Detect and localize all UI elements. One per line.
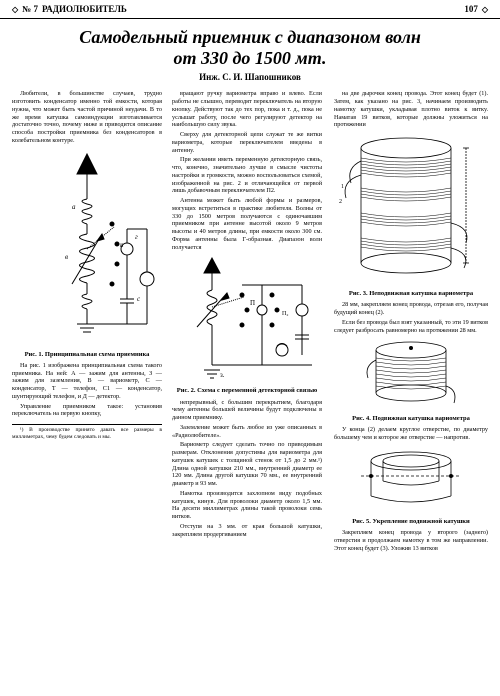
figure-1: a в п <box>12 149 162 358</box>
fig5-caption: Рис. 5. Укрепление подвижной катушки <box>334 518 488 525</box>
body-text: Любители, в большинстве случаев, трудно … <box>12 90 162 144</box>
body-text: Отступя на 3 мм. от края большой катушки… <box>172 523 322 539</box>
body-text: Заземление может быть любое из уже описа… <box>172 424 322 440</box>
body-text: Сверху для детекторной цепи служат те же… <box>172 131 322 154</box>
body-text: У конца (2) делаем круглое отверстие, по… <box>334 426 488 442</box>
diamond-icon: ◇ <box>482 5 488 14</box>
fig1-caption: Рис. 1. Принципиальная схема приемника <box>12 351 162 358</box>
column-2: вращают ручку вариометра вправо и влево.… <box>172 90 322 540</box>
magazine-name: РАДИОЛЮБИТЕЛЬ <box>42 4 127 14</box>
svg-text:П₂: П₂ <box>282 311 288 317</box>
coil-large-svg: 1 2 <box>336 133 486 288</box>
figure-2: П П₂ <box>172 255 322 394</box>
body-text: Закрепляем конец провода у второго (задн… <box>334 529 488 552</box>
diamond-icon: ◇ <box>12 5 18 14</box>
footnote: ¹) В производстве принято давать все раз… <box>12 424 162 441</box>
svg-text:П: П <box>250 299 255 307</box>
body-text: непрерывный, с большим перекрытием, благ… <box>172 399 322 422</box>
svg-text:г: г <box>135 233 138 241</box>
schematic-2-svg: П П₂ <box>172 255 322 385</box>
header-left: ◇ № 7 РАДИОЛЮБИТЕЛЬ <box>12 4 127 14</box>
svg-text:в: в <box>65 253 68 261</box>
svg-text:з.: з. <box>220 371 225 379</box>
schematic-1-svg: a в п <box>17 149 157 349</box>
svg-text:2: 2 <box>339 199 342 205</box>
figure-5: Рис. 5. Укрепление подвижной катушки <box>334 446 488 525</box>
title-line2: от 330 до 1500 мт. <box>174 48 327 68</box>
body-text: Управление приемником такое: установив п… <box>12 403 162 419</box>
author: Инж. С. И. Шапошников <box>12 72 488 82</box>
page-header: ◇ № 7 РАДИОЛЮБИТЕЛЬ 107 ◇ <box>0 0 500 19</box>
main-title: Самодельный приемник с диапазоном волн о… <box>12 27 488 68</box>
fig4-caption: Рис. 4. Подвижная катушка вариометра <box>334 415 488 422</box>
issue-number: № 7 <box>22 4 38 14</box>
fig2-caption: Рис. 2. Схема с переменной детекторной с… <box>172 387 322 394</box>
header-right: 107 ◇ <box>464 4 488 14</box>
svg-text:c: c <box>137 295 141 303</box>
column-3: на две дырочки конец провода. Этот конец… <box>334 90 488 554</box>
body-text: 28 мм, закрепляем конец провода, отрезав… <box>334 301 488 317</box>
body-text: Антенна может быть любой формы и размеро… <box>172 197 322 251</box>
coil-mount-svg <box>356 446 466 516</box>
figure-3: 1 2 Рис. 3. Неподвижная катушка вариомет… <box>334 133 488 297</box>
body-text: При желании иметь переменную детекторную… <box>172 156 322 195</box>
fig3-caption: Рис. 3. Неподвижная катушка вариометра <box>334 290 488 297</box>
title-line1: Самодельный приемник с диапазоном волн <box>79 27 421 47</box>
body-text: вращают ручку вариометра вправо и влево.… <box>172 90 322 129</box>
page-number: 107 <box>464 4 478 14</box>
coil-small-svg <box>356 338 466 413</box>
body-text: на две дырочки конец провода. Этот конец… <box>334 90 488 129</box>
svg-text:a: a <box>72 203 76 211</box>
svg-text:1: 1 <box>341 184 344 190</box>
body-text: На рис. 1 изображена принципиальная схем… <box>12 362 162 401</box>
title-block: Самодельный приемник с диапазоном волн о… <box>0 19 500 90</box>
body-text: Намотка производится захлопном виду подо… <box>172 490 322 521</box>
body-text: Вариометр следует сделать точно по приво… <box>172 441 322 488</box>
figure-4: Рис. 4. Подвижная катушка вариометра <box>334 338 488 422</box>
column-1: Любители, в большинстве случаев, трудно … <box>12 90 162 440</box>
body-text: Если без провода был взят указанный, то … <box>334 319 488 335</box>
